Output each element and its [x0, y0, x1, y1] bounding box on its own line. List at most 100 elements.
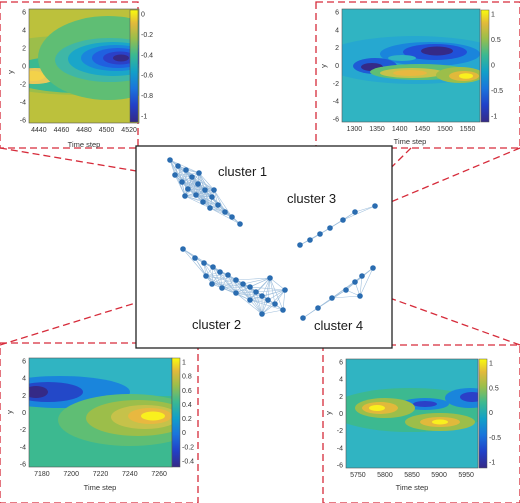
network-edge: [202, 201, 233, 218]
network-edge: [261, 309, 284, 315]
y-tick-label: -4: [337, 445, 343, 452]
colorbar-tick-label: -1: [489, 460, 495, 467]
network-node: [359, 273, 365, 279]
network-node: [340, 217, 346, 223]
network-node: [202, 187, 208, 193]
network-edge: [274, 289, 286, 305]
network-node: [253, 289, 259, 295]
x-tick-label: 7220: [93, 471, 109, 478]
network-node: [259, 293, 265, 299]
network-edge: [235, 291, 257, 294]
network-node: [209, 194, 215, 200]
network-edge: [205, 275, 223, 289]
network-node: [352, 279, 358, 285]
colorbar: [480, 9, 490, 123]
network-edge: [184, 172, 200, 197]
heatmap-panel-top-right: 6 4 2 0 -2 -4 -6 1300 1350 1400 1450 1500 1550 1 0.5…: [319, 8, 503, 146]
colorbar-tick-label: 0: [489, 410, 493, 417]
network-edge: [267, 289, 286, 301]
network-edge: [184, 195, 211, 209]
network-node: [229, 214, 235, 220]
network-node: [329, 295, 335, 301]
colorbar-tick-label: -0.4: [182, 459, 194, 466]
y-tick-label: 2: [22, 46, 26, 53]
network-edge: [282, 289, 286, 311]
network-edge: [198, 172, 215, 191]
cluster-network-box: cluster 1 cluster 3 cluster 2 cluster 4: [135, 145, 393, 349]
cluster-2-label: cluster 2: [192, 317, 241, 332]
x-tick-label: 5900: [431, 472, 447, 479]
network-node: [370, 265, 376, 271]
y-tick-labels: 6 4 2 0 -2 -4 -6: [20, 10, 26, 125]
network-node: [352, 209, 358, 215]
y-tick-label: -4: [20, 100, 26, 107]
network-edge: [169, 159, 200, 174]
network-node: [189, 174, 195, 180]
network-edge: [269, 277, 284, 311]
network-node: [240, 281, 246, 287]
network-edge: [198, 172, 204, 203]
contour-plot: [346, 359, 478, 468]
x-tick-label: 4500: [99, 127, 115, 134]
network-edge: [205, 275, 237, 294]
network-node: [282, 287, 288, 293]
network-node: [343, 287, 349, 293]
network-edge: [235, 292, 263, 297]
network-node: [280, 307, 286, 313]
colorbar: [478, 358, 488, 469]
network-node: [233, 277, 239, 283]
y-tick-label: -6: [333, 117, 339, 124]
network-node: [211, 187, 217, 193]
cluster-1-label: cluster 1: [218, 164, 267, 179]
network-edge: [261, 277, 271, 297]
network-edge: [359, 275, 363, 297]
colorbar-tick-label: 1: [489, 361, 493, 368]
y-tick-label: -2: [337, 428, 343, 435]
network-node: [315, 305, 321, 311]
colorbar-tick-label: -0.8: [141, 93, 153, 100]
network-edge: [235, 277, 271, 294]
heatmap-panel-bottom-left: 6 4 2 0 -2 -4 -6 7180 7200 7220 7240 7260 1 0.8 0.6 0…: [5, 357, 194, 492]
network-node: [209, 281, 215, 287]
network-edge: [267, 277, 271, 301]
network-edge: [194, 257, 213, 285]
contour-plot: [29, 358, 172, 467]
y-tick-label: 2: [22, 393, 26, 400]
network-edge: [184, 189, 215, 197]
network-node: [327, 225, 333, 231]
network-node: [265, 297, 271, 303]
y-axis-label: y: [324, 411, 333, 415]
y-tick-label: 4: [339, 377, 343, 384]
network-edge: [269, 277, 276, 305]
network-edge: [235, 277, 271, 281]
heatmap-panel-top-left: 6 4 2 0 -2 -4 -6 4440 4460 4480 4500 4520 y Time s…: [6, 8, 153, 149]
colorbar-tick-label: -1: [141, 114, 147, 121]
network-node: [175, 163, 181, 169]
network-edge: [174, 174, 186, 197]
y-tick-label: 6: [339, 360, 343, 367]
y-axis-label: y: [6, 70, 15, 74]
network-node: [259, 311, 265, 317]
network-edge: [213, 189, 226, 213]
network-node: [195, 181, 201, 187]
network-edge: [342, 205, 376, 221]
x-axis-label: Time step: [394, 137, 427, 146]
colorbar-tick-labels: 1 0.8 0.6 0.4 0.2 0 -0.2 -0.4: [182, 360, 194, 466]
y-tick-label: 2: [339, 394, 343, 401]
network-edge: [177, 165, 189, 190]
y-tick-label: 4: [335, 27, 339, 34]
network-edge: [198, 172, 219, 206]
network-edge: [249, 299, 263, 315]
y-tick-label: 6: [335, 10, 339, 17]
network-node: [357, 293, 363, 299]
colorbar-tick-label: 1: [491, 12, 495, 19]
y-tick-label: 2: [335, 45, 339, 52]
x-axis-label: Time step: [84, 483, 117, 492]
x-tick-label: 1350: [369, 126, 385, 133]
network-edge: [249, 299, 284, 311]
network-edge: [235, 292, 263, 315]
colorbar-tick-label: -1: [491, 114, 497, 121]
x-tick-label: 7240: [122, 471, 138, 478]
network-edge: [261, 277, 271, 315]
y-tick-label: -6: [337, 463, 343, 470]
